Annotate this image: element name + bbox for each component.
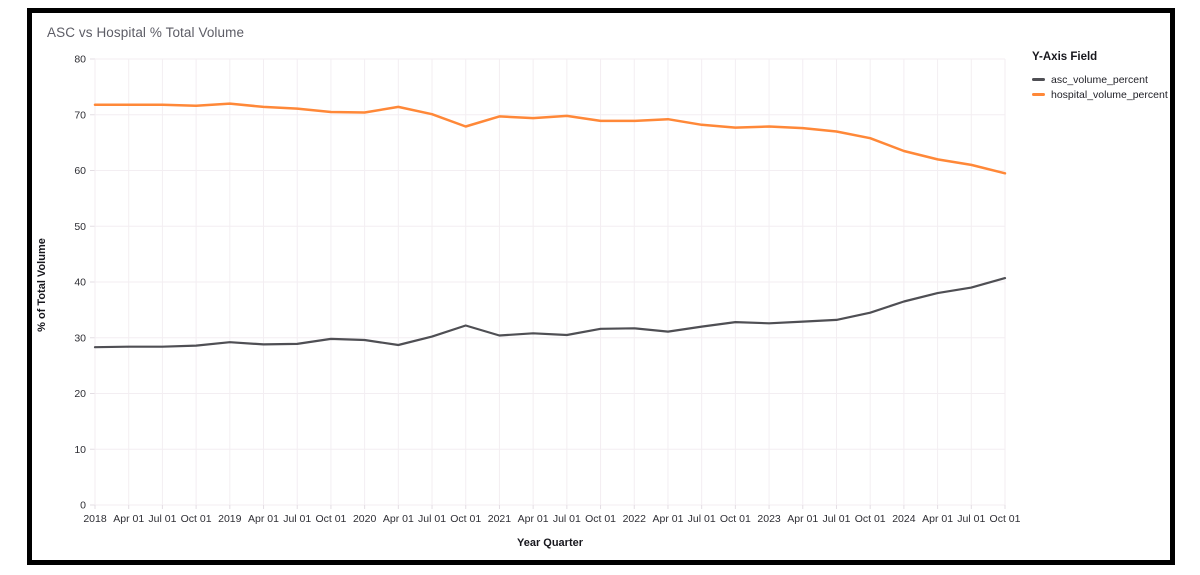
x-tick-label: 2024 (892, 513, 916, 525)
x-tick-label: Oct 01 (720, 513, 751, 525)
legend: Y-Axis Field asc_volume_percent hospital_… (1032, 51, 1168, 102)
chart-panel: 0 10 20 30 40 50 60 70 80 2018 Apr 01 Jul 01 Oct 01 2… (27, 8, 1175, 565)
x-tick-label: Apr 01 (248, 513, 279, 525)
y-tick-label: 40 (74, 277, 86, 289)
y-tick-label: 20 (74, 388, 86, 400)
x-tick-label: Oct 01 (450, 513, 481, 525)
x-axis-title: Year Quarter (516, 537, 584, 549)
x-tick-label: Jul 01 (957, 513, 985, 525)
x-tick-label: Oct 01 (181, 513, 212, 525)
legend-swatch-icon (1032, 93, 1045, 96)
y-axis-title: % of Total Volume (36, 238, 48, 332)
x-tick-label: Apr 01 (652, 513, 683, 525)
legend-swatch-icon (1032, 78, 1045, 81)
x-tick-label: Oct 01 (990, 513, 1021, 525)
y-tick-label: 10 (74, 444, 86, 456)
x-tick-label: Jul 01 (418, 513, 446, 525)
series-line-hospital_volume_percent[interactable] (93, 102, 1007, 175)
x-tick-label: Apr 01 (518, 513, 549, 525)
line-chart[interactable]: 0 10 20 30 40 50 60 70 80 2018 Apr 01 Jul 01 Oct 01 2… (32, 13, 1170, 560)
legend-item-hospital_volume_percent[interactable]: hospital_volume_percent (1032, 87, 1168, 102)
x-tick-label: Apr 01 (383, 513, 414, 525)
x-tick-label: Jul 01 (688, 513, 716, 525)
legend-title: Y-Axis Field (1032, 51, 1098, 63)
y-tick-label: 50 (74, 221, 86, 233)
y-tick-label: 60 (74, 165, 86, 177)
legend-item-asc_volume_percent[interactable]: asc_volume_percent (1032, 72, 1168, 87)
y-tick-label: 80 (74, 54, 86, 66)
x-tick-label: Oct 01 (855, 513, 886, 525)
chart-title: ASC vs Hospital % Total Volume (47, 25, 245, 40)
x-tick-label: Jul 01 (553, 513, 581, 525)
x-tick-label: Jul 01 (148, 513, 176, 525)
y-tick-label: 0 (80, 500, 86, 512)
x-tick-label: 2018 (83, 513, 107, 525)
x-tick-label: 2019 (218, 513, 242, 525)
y-tick-label: 70 (74, 109, 86, 121)
legend-items: asc_volume_percent hospital_volume_percen… (1032, 72, 1168, 102)
y-tick-label: 30 (74, 332, 86, 344)
x-tick-label: Apr 01 (113, 513, 144, 525)
x-tick-label: Apr 01 (922, 513, 953, 525)
x-tick-label: 2020 (353, 513, 377, 525)
legend-item-label: asc_volume_percent (1051, 73, 1148, 86)
series-line-asc_volume_percent[interactable] (93, 277, 1007, 349)
x-tick-label: Jul 01 (283, 513, 311, 525)
x-tick-label: 2022 (623, 513, 647, 525)
x-tick-label: Apr 01 (787, 513, 818, 525)
legend-item-label: hospital_volume_percent (1051, 88, 1168, 101)
x-tick-label: 2021 (488, 513, 512, 525)
x-tick-label: Oct 01 (585, 513, 616, 525)
x-tick-label: Jul 01 (822, 513, 850, 525)
x-tick-label: 2023 (757, 513, 781, 525)
x-tick-label: Oct 01 (315, 513, 346, 525)
